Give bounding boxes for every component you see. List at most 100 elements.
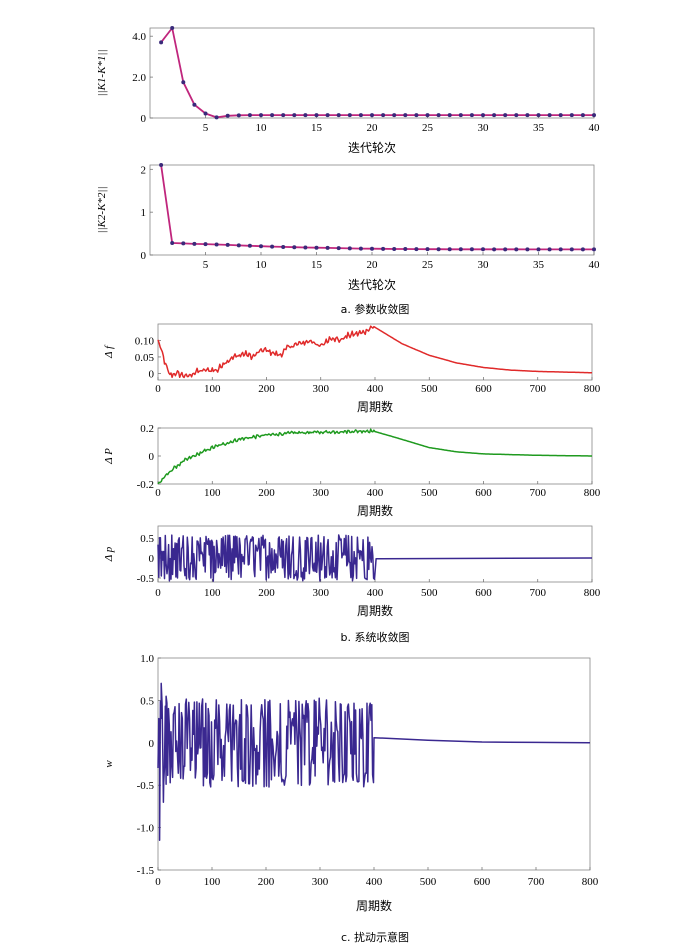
series-line-b3 xyxy=(157,534,593,582)
x-tick-label: 800 xyxy=(582,876,599,888)
data-point xyxy=(569,247,574,252)
x-tick-label: 400 xyxy=(366,876,383,888)
x-axis-label: 周期数 xyxy=(357,503,393,518)
data-point xyxy=(381,113,386,118)
data-point xyxy=(580,113,585,118)
data-point xyxy=(170,26,175,30)
x-tick-label: 100 xyxy=(204,876,221,888)
x-tick-label: 100 xyxy=(204,587,221,599)
data-point xyxy=(425,113,430,118)
data-point xyxy=(458,247,463,252)
y-axis-label: ||K1-K*1|| xyxy=(96,50,108,97)
data-point xyxy=(281,113,286,118)
y-tick-label: 0.10 xyxy=(135,335,155,347)
x-tick-label: 500 xyxy=(421,587,438,599)
series-line-a1 xyxy=(160,27,594,119)
x-axis-label: 周期数 xyxy=(357,399,393,414)
x-tick-label: 200 xyxy=(258,487,275,499)
data-point xyxy=(536,247,541,252)
caption-c: c. 扰动示意图 xyxy=(341,930,409,944)
data-point xyxy=(392,246,397,251)
x-tick-label: 25 xyxy=(422,122,434,134)
y-tick-label: 0.05 xyxy=(135,352,155,364)
x-tick-label: 20 xyxy=(367,259,379,271)
data-point xyxy=(159,40,164,45)
plot-frame xyxy=(157,427,593,485)
data-point xyxy=(414,247,419,252)
x-tick-label: 600 xyxy=(474,876,491,888)
x-tick-label: 0 xyxy=(155,383,161,395)
data-point xyxy=(358,246,363,251)
data-point xyxy=(370,246,374,251)
data-point xyxy=(436,113,441,118)
data-point xyxy=(203,242,208,247)
x-tick-label: 200 xyxy=(258,383,275,395)
x-tick-label: 800 xyxy=(584,383,601,395)
y-tick-label: 0 xyxy=(149,451,155,463)
x-axis-label: 迭代轮次 xyxy=(348,278,396,292)
y-tick-label: 1 xyxy=(141,207,147,219)
data-point xyxy=(259,244,263,249)
x-tick-label: 300 xyxy=(313,383,330,395)
x-tick-label: 15 xyxy=(311,122,323,134)
x-tick-label: 0 xyxy=(155,487,161,499)
data-point xyxy=(336,113,341,118)
caption-b: b. 系统收敛图 xyxy=(341,630,410,644)
x-tick-label: 35 xyxy=(533,122,545,134)
data-point xyxy=(225,113,230,118)
x-tick-label: 10 xyxy=(256,122,268,134)
data-point xyxy=(381,246,386,251)
y-axis-label: Δ f xyxy=(103,344,115,359)
x-tick-label: 30 xyxy=(478,122,490,134)
y-tick-label: 0.5 xyxy=(140,695,154,707)
series-line-c xyxy=(157,682,591,842)
y-tick-label: -0.5 xyxy=(137,780,155,792)
x-axis-label: 周期数 xyxy=(356,898,392,913)
data-point xyxy=(558,113,563,118)
y-tick-label: 0 xyxy=(141,250,147,262)
data-point xyxy=(536,113,541,118)
data-point xyxy=(270,244,275,249)
data-point xyxy=(503,113,508,118)
x-tick-label: 40 xyxy=(589,122,601,134)
data-point xyxy=(580,247,585,252)
data-point xyxy=(547,247,552,252)
x-tick-label: 500 xyxy=(420,876,437,888)
data-point xyxy=(481,113,485,118)
x-tick-label: 10 xyxy=(256,259,268,271)
data-point xyxy=(159,163,164,167)
data-point xyxy=(325,245,330,250)
chart-a1: 5 10 15 20 25 30 35 40 0 2.0 4.0 迭代轮次 ||K1-K*1|| xyxy=(96,26,600,155)
data-point xyxy=(514,113,519,118)
y-tick-label: 4.0 xyxy=(132,31,146,43)
data-point xyxy=(192,102,197,107)
data-point xyxy=(181,80,186,85)
x-tick-label: 500 xyxy=(421,383,438,395)
data-point xyxy=(547,113,552,118)
data-point xyxy=(270,113,275,118)
x-tick-label: 600 xyxy=(475,587,492,599)
data-point xyxy=(592,247,596,252)
data-point xyxy=(458,113,463,118)
data-point xyxy=(214,115,219,120)
x-tick-label: 800 xyxy=(584,587,601,599)
y-axis-label: ||K2-K*2|| xyxy=(96,187,108,234)
x-tick-label: 35 xyxy=(533,259,545,271)
data-point xyxy=(403,247,408,252)
x-tick-label: 400 xyxy=(367,487,384,499)
data-point xyxy=(469,247,474,252)
x-tick-label: 700 xyxy=(528,876,545,888)
x-axis-label: 迭代轮次 xyxy=(348,141,396,155)
data-point xyxy=(203,111,208,116)
data-point xyxy=(303,113,308,118)
y-axis-label: w xyxy=(103,760,115,768)
data-point xyxy=(347,246,352,251)
data-point xyxy=(481,247,485,252)
x-axis-label: 周期数 xyxy=(357,603,393,618)
data-point xyxy=(192,241,197,246)
y-tick-label: 1.0 xyxy=(140,653,154,665)
y-tick-label: 0 xyxy=(149,738,155,750)
data-point xyxy=(392,113,397,118)
data-point xyxy=(347,113,352,118)
data-point xyxy=(503,247,508,252)
